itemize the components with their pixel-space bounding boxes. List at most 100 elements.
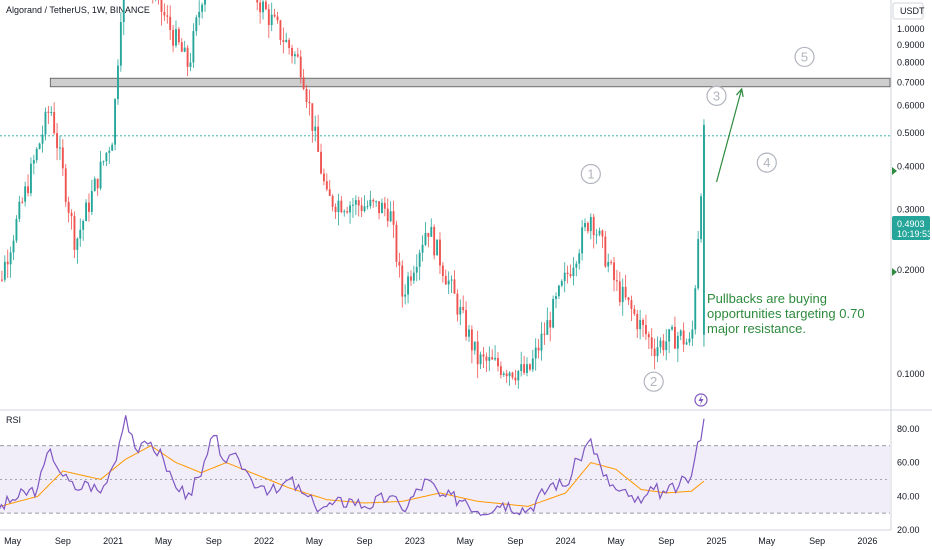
price-tick-label: 1.0000	[897, 24, 925, 34]
candle-body	[656, 347, 659, 357]
candle-body	[343, 211, 346, 213]
candle-body	[447, 280, 450, 285]
time-tick-label: May	[155, 536, 173, 546]
candle-body	[346, 211, 349, 213]
candle-body	[508, 372, 511, 377]
candle-body	[35, 148, 38, 161]
candle-body	[555, 296, 557, 300]
candle-body	[270, 14, 273, 26]
candle-body	[70, 212, 73, 217]
candle-body	[404, 294, 407, 297]
candle-body	[180, 42, 183, 52]
candles-layer	[0, 0, 705, 389]
price-tick-label: 0.3000	[897, 204, 925, 214]
candle-body	[415, 266, 418, 273]
candle-body	[517, 371, 520, 381]
candle-body	[99, 161, 102, 189]
candle-body	[59, 147, 61, 149]
candle-body	[476, 341, 479, 365]
price-tick-label: 0.8000	[897, 57, 925, 67]
candle-body	[198, 11, 201, 18]
candle-body	[624, 286, 627, 298]
wave-label-circle	[580, 163, 601, 185]
candle-body	[67, 201, 70, 213]
price-tick-label: 0.7000	[897, 77, 925, 87]
rsi-tick-label: 40.00	[897, 491, 920, 501]
candle-body	[366, 206, 369, 208]
candle-body	[412, 272, 415, 281]
candle-body	[410, 276, 412, 281]
candle-body	[427, 233, 430, 237]
candle-body	[668, 329, 671, 342]
candle-body	[604, 236, 607, 267]
price-axis: 1.0000 0.9000 0.8000 0.7000 0.6000 0.5000 0.40…	[897, 24, 925, 379]
candle-body	[537, 347, 540, 351]
candle-body	[44, 111, 47, 135]
candle-body	[505, 373, 508, 377]
candle-body	[436, 239, 439, 256]
candle-body	[647, 334, 650, 338]
candle-body	[337, 200, 340, 213]
candle-body	[563, 272, 566, 282]
candle-body	[288, 39, 291, 48]
candle-body	[552, 299, 555, 328]
price-tick-label: 0.9000	[897, 40, 925, 50]
candle-body	[584, 223, 586, 228]
candle-body	[256, 0, 259, 3]
candle-body	[24, 186, 27, 202]
candle-body	[357, 200, 360, 206]
candle-body	[369, 199, 372, 207]
candle-body	[581, 227, 584, 254]
candle-body	[557, 285, 560, 297]
candle-body	[82, 221, 85, 230]
candle-body	[459, 307, 462, 315]
time-tick-label: Sep	[206, 536, 222, 546]
candle-body	[671, 326, 673, 330]
candle-body	[401, 265, 404, 297]
candle-body	[18, 201, 21, 219]
candle-body	[630, 300, 633, 309]
candle-body	[572, 267, 575, 277]
candle-body	[375, 201, 378, 203]
candle-body	[267, 9, 270, 26]
candle-body	[317, 126, 320, 152]
candle-body	[108, 150, 111, 153]
candle-body	[543, 333, 546, 335]
candle-body	[30, 163, 32, 194]
candle-body	[328, 189, 331, 196]
candle-body	[172, 29, 175, 46]
candle-body	[273, 14, 276, 17]
currency-label-box[interactable]	[892, 2, 924, 20]
price-tick-label: 0.1000	[897, 369, 925, 379]
candle-body	[676, 335, 679, 349]
candle-body	[79, 229, 82, 239]
candle-body	[302, 77, 305, 89]
time-tick-label: 2023	[405, 536, 425, 546]
candle-body	[363, 206, 366, 212]
projection-arrow-head	[735, 87, 744, 97]
candle-body	[262, 1, 264, 13]
candle-body	[85, 202, 88, 222]
candle-body	[485, 356, 488, 361]
candle-body	[560, 281, 563, 286]
candle-body	[700, 196, 702, 240]
candle-body	[201, 4, 204, 12]
candle-body	[433, 226, 436, 256]
projection-arrow	[715, 87, 744, 183]
candle-body	[627, 297, 630, 301]
candle-body	[534, 347, 537, 359]
candle-body	[679, 330, 682, 336]
candle-body	[27, 186, 29, 194]
candle-body	[47, 111, 50, 113]
candle-body	[186, 47, 189, 67]
candle-body	[340, 200, 343, 213]
candle-body	[653, 348, 656, 357]
wave-label-circle	[794, 46, 815, 68]
candle-body	[383, 202, 386, 209]
wave-label-4: 4	[763, 155, 770, 170]
price-tick-label: 0.4000	[897, 161, 925, 171]
candle-body	[117, 65, 119, 100]
candle-body	[407, 276, 410, 295]
candle-body	[90, 191, 93, 212]
flash-icon[interactable]	[694, 393, 708, 407]
